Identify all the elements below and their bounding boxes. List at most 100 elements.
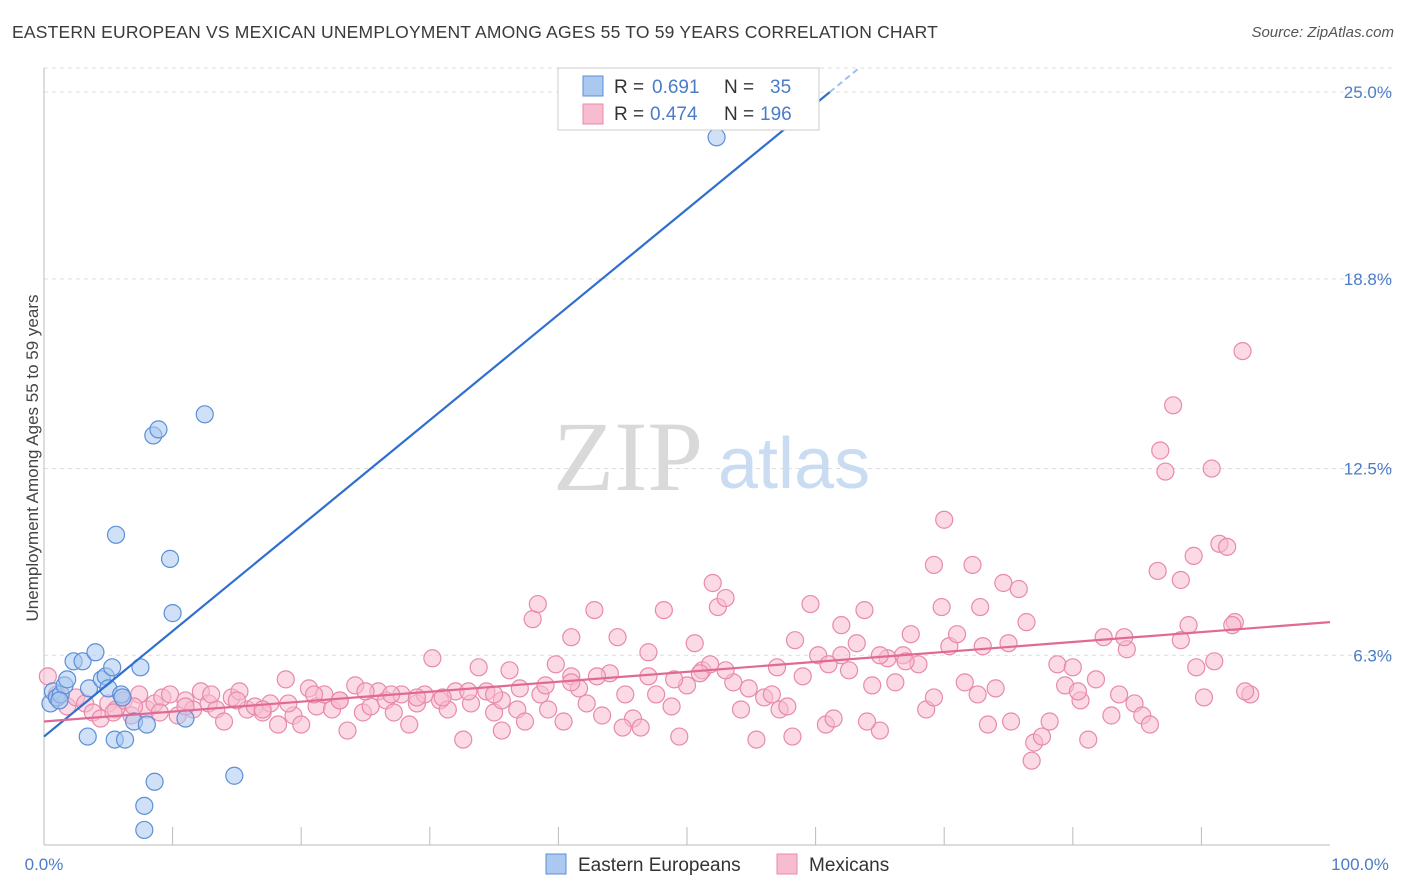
mexicans-point-145 bbox=[1164, 396, 1183, 415]
bottom-legend-label-2: Mexicans bbox=[809, 855, 889, 876]
mexicans-point-114 bbox=[924, 688, 944, 707]
mexicans-point-180 bbox=[202, 685, 221, 704]
mexicans-point-172 bbox=[1184, 546, 1203, 565]
mexicans-point-61 bbox=[515, 712, 535, 731]
watermark: ZIP atlas bbox=[553, 401, 870, 512]
x-tick-label-1: 100.0% bbox=[1331, 855, 1389, 874]
mexicans-point-168 bbox=[1068, 682, 1088, 701]
mexicans-point-185 bbox=[330, 691, 349, 710]
mexicans-point-198 bbox=[690, 664, 709, 683]
mexicans-point-204 bbox=[973, 637, 992, 656]
legend-r-label-1: R = bbox=[614, 77, 644, 98]
mexicans-point-142 bbox=[1140, 715, 1160, 734]
mexicans-point-59 bbox=[500, 661, 519, 680]
trend-lines bbox=[43, 67, 1331, 738]
mexicans-point-29 bbox=[268, 715, 288, 734]
mexicans-point-146 bbox=[1171, 631, 1190, 650]
mexicans-point-149 bbox=[1194, 688, 1214, 707]
mexicans-point-65 bbox=[546, 655, 565, 674]
grid-lines bbox=[44, 67, 1394, 656]
mexicans-point-203 bbox=[896, 652, 915, 671]
mexicans-point-128 bbox=[1032, 727, 1052, 746]
mexicans-point-77 bbox=[639, 643, 658, 662]
eastern-europeans-point-33 bbox=[50, 691, 69, 710]
mexicans-point-129 bbox=[1040, 712, 1059, 731]
mexicans-point-181 bbox=[227, 691, 246, 710]
mexicans-point-15 bbox=[160, 685, 180, 704]
legend-r-value-1: 0.691 bbox=[652, 77, 700, 98]
mexicans-point-190 bbox=[459, 682, 478, 701]
eastern-europeans-point-32 bbox=[707, 128, 726, 147]
mexicans-point-173 bbox=[1205, 652, 1224, 671]
mexicans-point-164 bbox=[783, 727, 802, 746]
eastern-europeans-trend-extension bbox=[829, 67, 860, 93]
mexicans-point-55 bbox=[469, 658, 488, 677]
mexicans-point-122 bbox=[986, 679, 1005, 698]
mexicans-point-93 bbox=[762, 685, 781, 704]
mexicans-point-44 bbox=[384, 703, 403, 722]
mexicans-point-91 bbox=[747, 730, 766, 749]
bottom-legend-label-1: Eastern Europeans bbox=[578, 855, 741, 876]
mexicans-point-76 bbox=[631, 718, 650, 737]
mexicans-point-102 bbox=[832, 616, 851, 635]
mexicans-point-103 bbox=[839, 661, 859, 680]
mexicans-point-41 bbox=[361, 697, 380, 716]
legend-n-label-2: N = bbox=[724, 104, 754, 125]
mexicans-point-154 bbox=[1233, 341, 1252, 361]
legend-swatch-blue bbox=[582, 75, 604, 97]
legend-r-value-2: 0.474 bbox=[650, 104, 698, 125]
mexicans-point-160 bbox=[703, 573, 722, 593]
watermark-zip: ZIP bbox=[553, 401, 703, 512]
y-tick-label-0: 6.3% bbox=[1353, 646, 1392, 665]
mexicans-point-46 bbox=[400, 715, 419, 734]
mexicans-point-194 bbox=[562, 673, 581, 692]
mexicans-point-176 bbox=[104, 703, 123, 722]
eastern-europeans-point-25 bbox=[163, 604, 182, 623]
mexicans-point-143 bbox=[1148, 561, 1167, 581]
x-tick-labels: 0.0% 100.0% bbox=[25, 855, 1389, 874]
eastern-europeans-point-27 bbox=[195, 405, 214, 424]
mexicans-point-71 bbox=[593, 706, 612, 725]
mexicans-point-87 bbox=[716, 588, 735, 608]
mexicans-point-171 bbox=[1171, 570, 1190, 590]
watermark-atlas: atlas bbox=[718, 424, 870, 504]
mexicans-point-119 bbox=[963, 555, 982, 575]
legend-r-label-2: R = bbox=[614, 104, 644, 125]
mexicans-points bbox=[38, 341, 1260, 770]
mexicans-point-95 bbox=[778, 697, 797, 716]
mexicans-point-159 bbox=[562, 628, 581, 647]
eastern-europeans-point-7 bbox=[73, 652, 92, 671]
mexicans-point-124 bbox=[1001, 712, 1021, 731]
mexicans-point-136 bbox=[1094, 628, 1113, 647]
mexicans-point-118 bbox=[955, 673, 974, 692]
axes bbox=[43, 68, 1330, 846]
mexicans-point-144 bbox=[1156, 462, 1175, 481]
chart-source: Source: ZipAtlas.com bbox=[1251, 24, 1394, 41]
mexicans-point-158 bbox=[528, 594, 547, 614]
y-tick-label-1: 12.5% bbox=[1344, 460, 1392, 479]
mexicans-point-166 bbox=[968, 685, 987, 704]
mexicans-point-201 bbox=[819, 655, 838, 674]
eastern-europeans-point-14 bbox=[78, 727, 97, 746]
legend-n-value-2: 196 bbox=[760, 104, 792, 125]
mexicans-point-97 bbox=[793, 667, 812, 686]
mexicans-point-117 bbox=[947, 625, 967, 644]
mexicans-point-200 bbox=[767, 658, 787, 677]
mexicans-point-80 bbox=[662, 697, 681, 716]
mexicans-point-30 bbox=[276, 670, 295, 689]
mexicans-point-163 bbox=[613, 718, 632, 737]
mexicans-point-184 bbox=[304, 685, 324, 704]
legend-swatch-pink bbox=[582, 103, 604, 125]
eastern-europeans-point-29 bbox=[135, 796, 154, 815]
mexicans-point-49 bbox=[423, 649, 442, 668]
mexicans-point-157 bbox=[924, 555, 944, 575]
mexicans-point-189 bbox=[433, 688, 452, 707]
mexicans-point-195 bbox=[587, 667, 607, 686]
mexicans-point-193 bbox=[536, 676, 555, 695]
mexicans-point-106 bbox=[863, 676, 882, 695]
mexicans-point-78 bbox=[647, 685, 666, 704]
mexicans-point-150 bbox=[1202, 459, 1221, 478]
eastern-europeans-point-8 bbox=[79, 679, 99, 698]
mexicans-point-83 bbox=[685, 634, 704, 653]
eastern-europeans-point-21 bbox=[106, 525, 126, 544]
